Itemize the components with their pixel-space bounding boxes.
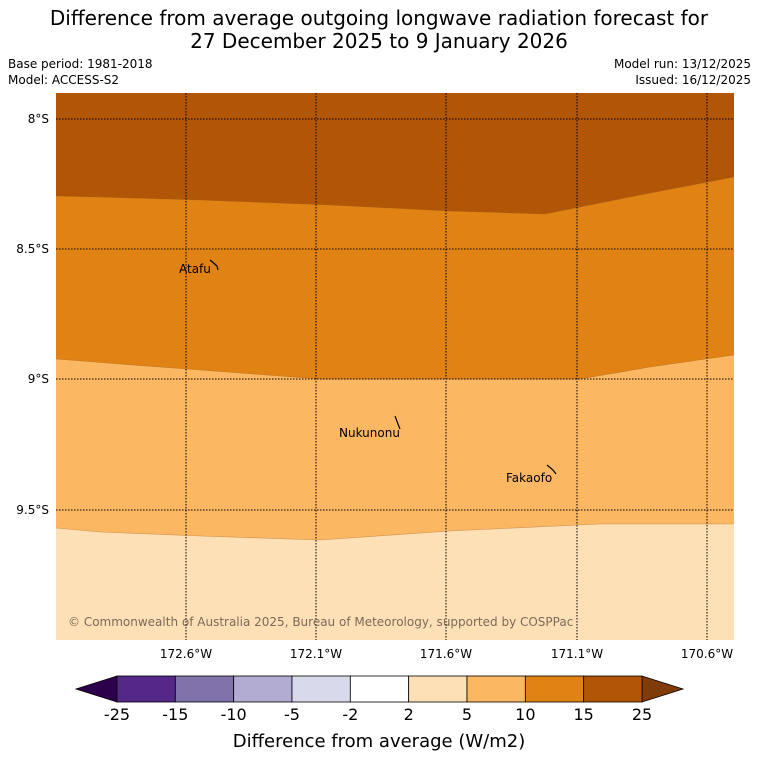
- gridlines: [56, 93, 734, 640]
- place-label-atafu: Atafu: [179, 262, 211, 276]
- colorbar-swatch: [408, 675, 468, 703]
- lat-label-8s: 8°S: [28, 112, 49, 126]
- nukunonu-atoll: [394, 415, 401, 430]
- colorbar-swatch: [466, 675, 526, 703]
- colorbar-tick-label: 5: [462, 705, 472, 724]
- model-run: Model run: 13/12/2025: [613, 57, 751, 71]
- colorbar-swatch: [349, 675, 410, 703]
- lon-label-172-6w: 172.6°W: [160, 647, 212, 661]
- lon-label-170-6w: 170.6°W: [681, 647, 733, 661]
- issued-date: Issued: 16/12/2025: [635, 73, 751, 87]
- lat-label-9-5s: 9.5°S: [16, 503, 49, 517]
- title-line-1: Difference from average outgoing longwav…: [49, 6, 709, 30]
- colorbar-swatch: [524, 675, 585, 703]
- colorbar-tick-label: -10: [221, 705, 247, 724]
- colorbar-tick-label: -15: [162, 705, 188, 724]
- fakaofo-atoll: [546, 464, 557, 475]
- colorbar-swatch: [116, 675, 176, 703]
- copyright-text: © Commonwealth of Australia 2025, Bureau…: [68, 615, 573, 629]
- colorbar-tick-label: 25: [632, 705, 652, 724]
- title-line-2: 27 December 2025 to 9 January 2026: [190, 29, 568, 53]
- colorbar-tick-label: -2: [342, 705, 358, 724]
- colorbar-over-arrow: [641, 675, 685, 703]
- lon-label-172-1w: 172.1°W: [290, 647, 342, 661]
- lat-label-8-5s: 8.5°S: [16, 242, 49, 256]
- colorbar-label: Difference from average (W/m2): [233, 731, 525, 752]
- atoll-outlines: [209, 259, 557, 475]
- model-name: Model: ACCESS-S2: [8, 73, 120, 87]
- colorbar: -25 -15 -10 -5 -2 2 5 10 15 25: [74, 675, 685, 724]
- band-15-to-25: [56, 93, 734, 214]
- colorbar-tick-label: -25: [104, 705, 130, 724]
- colorbar-swatch: [291, 675, 351, 703]
- base-period: Base period: 1981-2018: [8, 57, 153, 71]
- colorbar-swatch: [583, 675, 643, 703]
- colorbar-tick-label: -5: [284, 705, 300, 724]
- colorbar-swatch: [233, 675, 293, 703]
- colorbar-tick-label: 10: [515, 705, 535, 724]
- atafu-atoll: [209, 259, 219, 271]
- colorbar-tick-label: 15: [573, 705, 593, 724]
- lat-label-9s: 9°S: [28, 372, 49, 386]
- lon-label-171-1w: 171.1°W: [551, 647, 603, 661]
- colorbar-under-arrow: [74, 675, 118, 703]
- map-area: [56, 93, 734, 640]
- colorbar-swatch: [174, 675, 235, 703]
- colorbar-tick-label: 2: [404, 705, 414, 724]
- lon-label-171-6w: 171.6°W: [420, 647, 472, 661]
- place-label-nukunonu: Nukunonu: [339, 426, 400, 440]
- place-label-fakaofo: Fakaofo: [506, 471, 552, 485]
